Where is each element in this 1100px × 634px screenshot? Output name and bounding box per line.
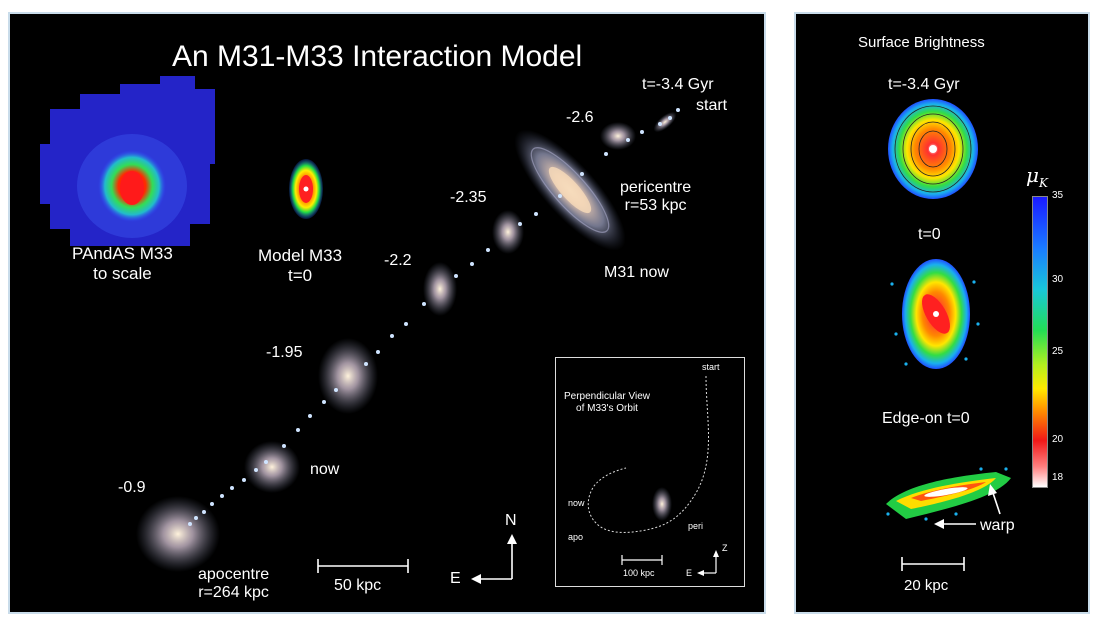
sb-start-map — [888, 99, 978, 199]
model-m33-label: Model M33 t=0 — [258, 246, 343, 285]
colorbar-label: μK — [1026, 163, 1048, 190]
pericentre-label: pericentre r=53 kpc — [620, 179, 692, 215]
surface-brightness-figure — [886, 99, 1011, 571]
colorbar-tick-18: 18 — [1052, 472, 1064, 483]
scale-bar-label: 50 kpc — [334, 577, 382, 594]
main-panel: Perpendicular View of M33's Orbit start … — [8, 12, 766, 614]
sb-now-map — [890, 259, 980, 369]
colorbar-tick-25: 25 — [1052, 346, 1064, 357]
pandas-m33-image — [40, 76, 215, 246]
compass-north: N — [505, 512, 517, 529]
m31-now-label: M31 now — [604, 264, 669, 281]
start-label: start — [696, 97, 728, 114]
colorbar — [1032, 196, 1048, 488]
time-label-0-9: -0.9 — [118, 479, 146, 496]
colorbar-tick-30: 30 — [1052, 274, 1064, 285]
orbit-path — [188, 108, 680, 526]
orbit-figure — [40, 76, 680, 584]
sb-title: Surface Brightness — [858, 34, 985, 51]
inset-orbit — [587, 375, 719, 576]
scale-bar-50kpc — [317, 559, 409, 573]
compass-east: E — [450, 570, 461, 587]
inset-peri-label: peri — [688, 521, 704, 531]
inset-start-label: start — [702, 362, 720, 372]
warp-label: warp — [980, 517, 1015, 534]
page-title: An M31-M33 Interaction Model — [172, 40, 583, 73]
time-label-2-6: -2.6 — [566, 109, 594, 126]
m33-snapshots — [136, 111, 677, 572]
sb-now-label: t=0 — [918, 226, 941, 243]
inset-now-label: now — [568, 498, 585, 508]
compass-arrows — [471, 534, 517, 584]
model-m33-image — [289, 159, 323, 219]
time-label-2-2: -2.2 — [384, 252, 412, 269]
sb-scale-label: 20 kpc — [904, 577, 949, 594]
warp-arrows — [934, 484, 1001, 529]
sb-edge-on-label: Edge-on t=0 — [882, 410, 970, 427]
sb-start-label: t=-3.4 Gyr — [888, 76, 960, 93]
now-label: now — [310, 461, 340, 478]
sb-edge-on-map — [886, 467, 1011, 521]
apocentre-label: apocentre r=264 kpc — [198, 566, 270, 602]
inset-title: Perpendicular View of M33's Orbit — [564, 391, 650, 414]
start-time-label: t=-3.4 Gyr — [642, 76, 714, 93]
surface-brightness-panel: Surface Brightness t=-3.4 Gyr t=0 Edge-o… — [794, 12, 1090, 614]
perpendicular-view-inset: Perpendicular View of M33's Orbit start … — [555, 357, 745, 587]
colorbar-tick-20: 20 — [1052, 434, 1064, 445]
inset-z-label: Z — [722, 543, 728, 553]
pandas-m33-label: PAndAS M33 to scale — [72, 244, 173, 283]
m31-galaxy — [514, 129, 626, 251]
inset-apo-label: apo — [568, 532, 584, 542]
time-label-1-95: -1.95 — [266, 344, 303, 361]
time-label-2-35: -2.35 — [450, 189, 487, 206]
inset-e-label: E — [686, 568, 693, 578]
scale-bar-20kpc — [901, 557, 965, 571]
inset-scale-label: 100 kpc — [623, 568, 655, 578]
colorbar-tick-35: 35 — [1052, 190, 1064, 201]
